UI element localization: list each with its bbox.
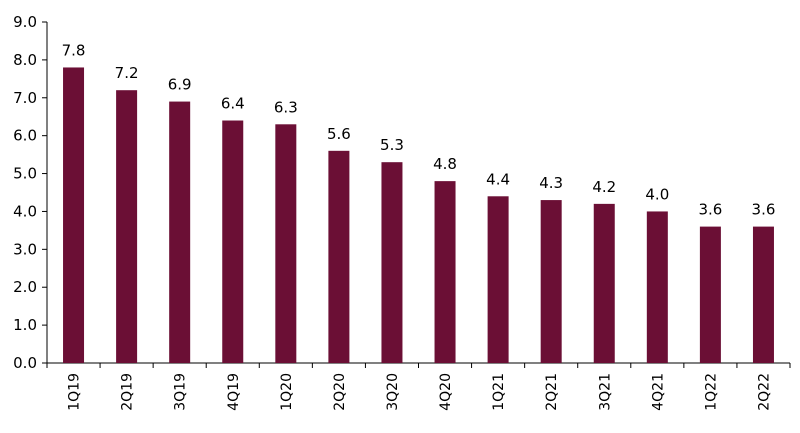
bar xyxy=(116,90,138,363)
bar xyxy=(434,181,456,363)
bar xyxy=(275,124,297,363)
x-tick-label: 4Q19 xyxy=(226,373,242,411)
x-tick-label: 1Q20 xyxy=(279,373,295,411)
data-label: 6.3 xyxy=(274,98,298,116)
x-tick-label: 2Q22 xyxy=(756,373,772,411)
bar xyxy=(540,200,562,363)
y-tick-label: 5.0 xyxy=(13,165,37,183)
data-label: 3.6 xyxy=(752,201,776,219)
bar xyxy=(646,211,668,363)
x-tick-label: 2Q21 xyxy=(544,373,560,411)
x-tick-label: 2Q19 xyxy=(120,373,136,411)
x-tick-label: 3Q20 xyxy=(385,373,401,411)
x-tick-label: 3Q21 xyxy=(597,373,613,411)
data-label: 4.0 xyxy=(645,185,669,203)
data-label: 6.4 xyxy=(221,95,245,113)
y-axis: 0.0 1.0 2.0 3.0 4.0 5.0 6.0 7.0 8.0 9.0 xyxy=(13,13,48,372)
data-label: 5.3 xyxy=(380,136,404,154)
y-tick-label: 8.0 xyxy=(13,51,37,69)
x-tick-label: 1Q19 xyxy=(67,373,83,411)
data-label: 5.6 xyxy=(327,125,351,143)
y-tick-label: 3.0 xyxy=(13,240,37,258)
x-tick-label: 4Q20 xyxy=(438,373,454,411)
bar xyxy=(752,226,774,363)
bar xyxy=(593,203,615,363)
data-label: 4.4 xyxy=(486,170,510,188)
bars xyxy=(63,67,774,364)
data-label: 4.8 xyxy=(433,155,457,173)
x-axis: 1Q19 2Q19 3Q19 4Q19 1Q20 2Q20 3Q20 4Q20 1Q21 2Q21… xyxy=(46,362,791,411)
bar xyxy=(487,196,509,363)
y-tick-label: 7.0 xyxy=(13,89,37,107)
y-tick-label: 4.0 xyxy=(13,202,37,220)
bar xyxy=(222,120,244,363)
bar xyxy=(381,162,403,363)
data-label: 7.8 xyxy=(62,41,86,59)
bar xyxy=(699,226,721,363)
data-label: 3.6 xyxy=(698,201,722,219)
x-tick-label: 3Q19 xyxy=(173,373,189,411)
x-tick-label: 1Q21 xyxy=(491,373,507,411)
bar xyxy=(63,67,85,363)
data-label: 7.2 xyxy=(115,64,139,82)
bar xyxy=(169,101,191,364)
data-labels: 7.8 7.2 6.9 6.4 6.3 5.6 5.3 4.8 4.4 4.3 4.2 4.0 3.6 3… xyxy=(62,41,776,218)
y-tick-label: 6.0 xyxy=(13,127,37,145)
y-tick-label: 0.0 xyxy=(13,354,37,372)
y-tick-label: 1.0 xyxy=(13,316,37,334)
data-label: 4.2 xyxy=(592,178,616,196)
data-label: 6.9 xyxy=(168,76,192,94)
bar xyxy=(328,150,350,363)
x-tick-label: 2Q20 xyxy=(332,373,348,411)
data-label: 4.3 xyxy=(539,174,563,192)
y-tick-label: 2.0 xyxy=(13,278,37,296)
x-tick-label: 4Q21 xyxy=(650,373,666,411)
x-tick-label: 1Q22 xyxy=(703,373,719,411)
y-tick-label: 9.0 xyxy=(13,13,37,31)
